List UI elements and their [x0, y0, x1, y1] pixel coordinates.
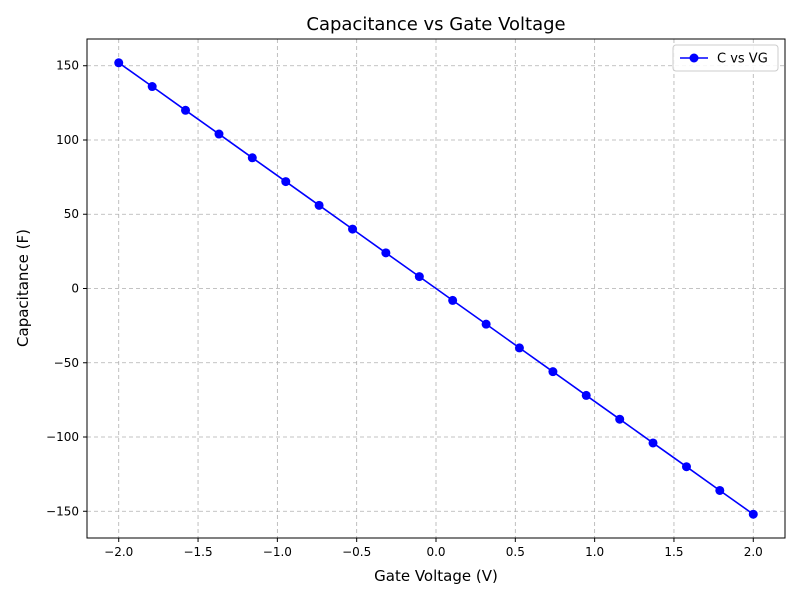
data-point — [715, 485, 725, 495]
data-point — [214, 129, 224, 139]
data-point — [247, 153, 257, 163]
y-tick-label: 100 — [56, 133, 79, 147]
x-tick-label: 0.5 — [506, 545, 525, 559]
data-point — [147, 82, 157, 92]
legend: C vs VG — [672, 44, 779, 72]
data-point — [581, 390, 591, 400]
data-point — [381, 248, 391, 258]
grid — [87, 39, 785, 538]
x-tick-label: 2.0 — [744, 545, 763, 559]
y-tick-label: −100 — [46, 430, 79, 444]
series-line — [118, 62, 754, 515]
data-point — [414, 272, 424, 282]
legend-marker — [689, 53, 699, 63]
x-axis: −2.0 −1.5 −1.0 −0.5 0.0 0.5 1.0 1.5 2.0 — [104, 538, 763, 559]
data-point — [481, 319, 491, 329]
data-point — [281, 177, 291, 187]
data-point — [448, 295, 458, 305]
y-tick-label: −150 — [46, 504, 79, 518]
y-tick-label: 50 — [64, 207, 79, 221]
data-point — [114, 58, 124, 68]
data-point — [615, 414, 625, 424]
data-point — [548, 367, 558, 377]
data-point — [681, 462, 691, 472]
x-tick-label: −0.5 — [342, 545, 371, 559]
x-tick-label: 1.0 — [585, 545, 604, 559]
data-point — [748, 509, 758, 519]
x-tick-label: −1.5 — [183, 545, 212, 559]
y-tick-label: 150 — [56, 59, 79, 73]
data-point — [348, 224, 358, 234]
data-point — [648, 438, 658, 448]
data-point — [314, 200, 324, 210]
x-axis-title: Gate Voltage (V) — [374, 567, 498, 585]
y-axis-title: Capacitance (F) — [14, 229, 32, 347]
data-point — [181, 105, 191, 115]
y-tick-label: −50 — [54, 356, 79, 370]
legend-box — [672, 44, 779, 72]
series-layer — [114, 58, 758, 519]
legend-label: C vs VG — [717, 52, 768, 67]
y-axis: −150 −100 −50 0 50 100 150 — [46, 59, 87, 518]
chart-title: Capacitance vs Gate Voltage — [306, 14, 565, 35]
x-tick-label: −2.0 — [104, 545, 133, 559]
y-tick-label: 0 — [71, 282, 79, 296]
data-point — [514, 343, 524, 353]
x-tick-label: 0.0 — [426, 545, 445, 559]
x-tick-label: −1.0 — [263, 545, 292, 559]
x-tick-label: 1.5 — [664, 545, 683, 559]
